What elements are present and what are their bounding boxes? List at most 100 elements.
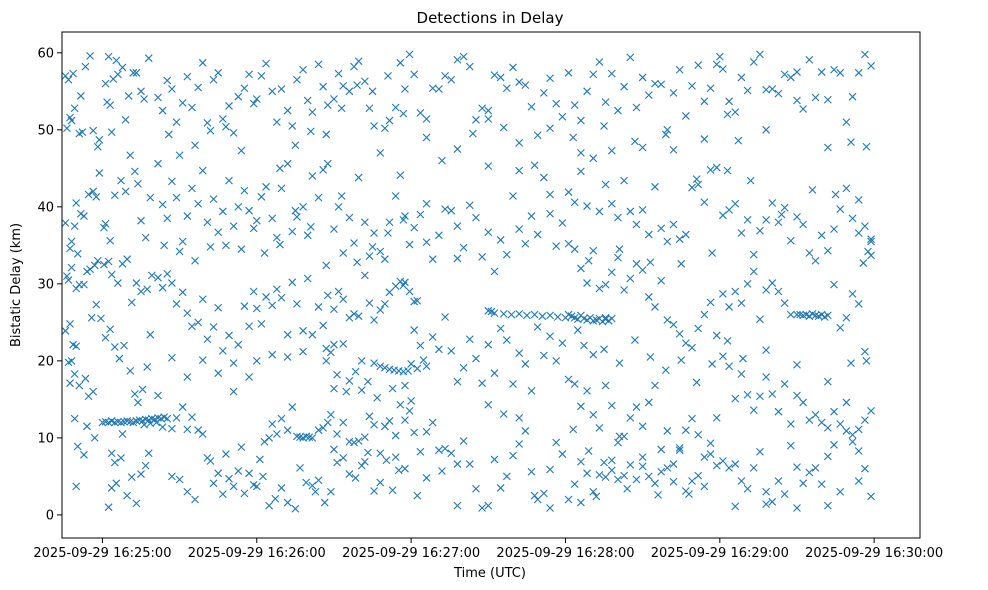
data-point <box>319 321 328 330</box>
data-point <box>134 398 142 407</box>
x-axis: 2025-09-29 16:25:00 2025-09-29 16:26:00 20… <box>33 538 943 561</box>
data-point <box>780 299 789 307</box>
data-point <box>620 176 629 185</box>
data-point <box>484 228 493 237</box>
data-point <box>234 92 243 101</box>
plot-area-frame <box>61 31 921 539</box>
data-point <box>564 239 573 248</box>
data-point <box>154 159 162 168</box>
data-point <box>319 82 328 91</box>
data-point <box>632 103 641 112</box>
data-point <box>600 122 608 130</box>
data-point <box>368 87 377 96</box>
data-point <box>306 222 315 231</box>
data-point <box>175 475 184 484</box>
data-point <box>178 237 187 246</box>
data-point <box>484 106 493 115</box>
data-point <box>354 173 363 182</box>
data-point <box>607 69 616 78</box>
data-point <box>376 449 385 458</box>
data-point <box>245 322 253 331</box>
data-point <box>854 68 863 77</box>
data-point <box>496 324 505 333</box>
data-point <box>137 87 145 96</box>
data-point <box>308 433 317 442</box>
data-point <box>384 229 392 237</box>
data-point <box>768 85 777 93</box>
data-point <box>178 288 187 297</box>
data-point <box>842 118 851 126</box>
data-point <box>502 472 511 481</box>
data-point <box>360 271 369 280</box>
data-point <box>638 206 647 214</box>
data-point <box>272 233 281 242</box>
data-point <box>92 300 101 309</box>
data-point <box>675 446 684 455</box>
data-point <box>183 72 192 81</box>
data-point <box>370 420 378 429</box>
data-point <box>146 330 155 339</box>
data-point <box>859 259 868 267</box>
data-point <box>654 490 662 499</box>
data-point <box>302 478 311 487</box>
data-point <box>786 420 795 428</box>
data-point <box>134 179 142 188</box>
data-point <box>86 265 94 274</box>
data-point <box>743 484 752 493</box>
data-point <box>209 479 218 488</box>
data-point <box>592 492 601 501</box>
data-point <box>365 104 374 113</box>
data-point <box>183 487 192 496</box>
data-point <box>435 345 443 354</box>
data-point <box>615 359 624 368</box>
data-point <box>620 286 629 294</box>
data-point <box>107 128 116 137</box>
data-point <box>127 473 136 482</box>
data-point <box>334 69 343 78</box>
y-tick-label: 50 <box>37 123 54 138</box>
data-point <box>118 63 127 72</box>
data-point <box>337 192 346 200</box>
data-point <box>465 335 474 344</box>
data-point <box>354 312 363 321</box>
data-point <box>749 250 758 259</box>
data-point <box>188 413 196 421</box>
data-point <box>413 491 422 500</box>
data-point <box>240 489 249 498</box>
data-point <box>777 210 786 219</box>
data-point <box>308 172 317 180</box>
data-point <box>368 242 377 251</box>
data-point <box>830 225 838 234</box>
data-point <box>293 75 301 84</box>
data-point <box>365 412 374 421</box>
data-point <box>723 166 732 175</box>
data-point <box>459 243 468 252</box>
data-point <box>311 487 320 496</box>
data-point <box>589 70 598 79</box>
data-point <box>805 468 814 477</box>
data-point <box>370 487 378 495</box>
data-point <box>864 247 872 256</box>
data-point <box>867 237 875 246</box>
data-point <box>780 380 789 388</box>
data-point <box>360 433 369 441</box>
data-point <box>484 400 493 409</box>
data-point <box>681 339 690 348</box>
data-point <box>333 430 341 438</box>
data-point <box>569 133 578 142</box>
data-point <box>447 346 456 355</box>
data-point <box>768 497 777 506</box>
data-point <box>823 246 832 255</box>
data-point <box>265 501 274 510</box>
data-point <box>669 320 678 329</box>
data-point <box>499 309 508 318</box>
data-point <box>401 381 409 390</box>
data-point <box>632 220 641 229</box>
data-point <box>370 122 378 130</box>
data-point <box>140 420 148 429</box>
data-point <box>422 238 431 247</box>
data-point <box>66 379 74 388</box>
data-point <box>206 126 215 135</box>
data-point <box>438 156 446 165</box>
